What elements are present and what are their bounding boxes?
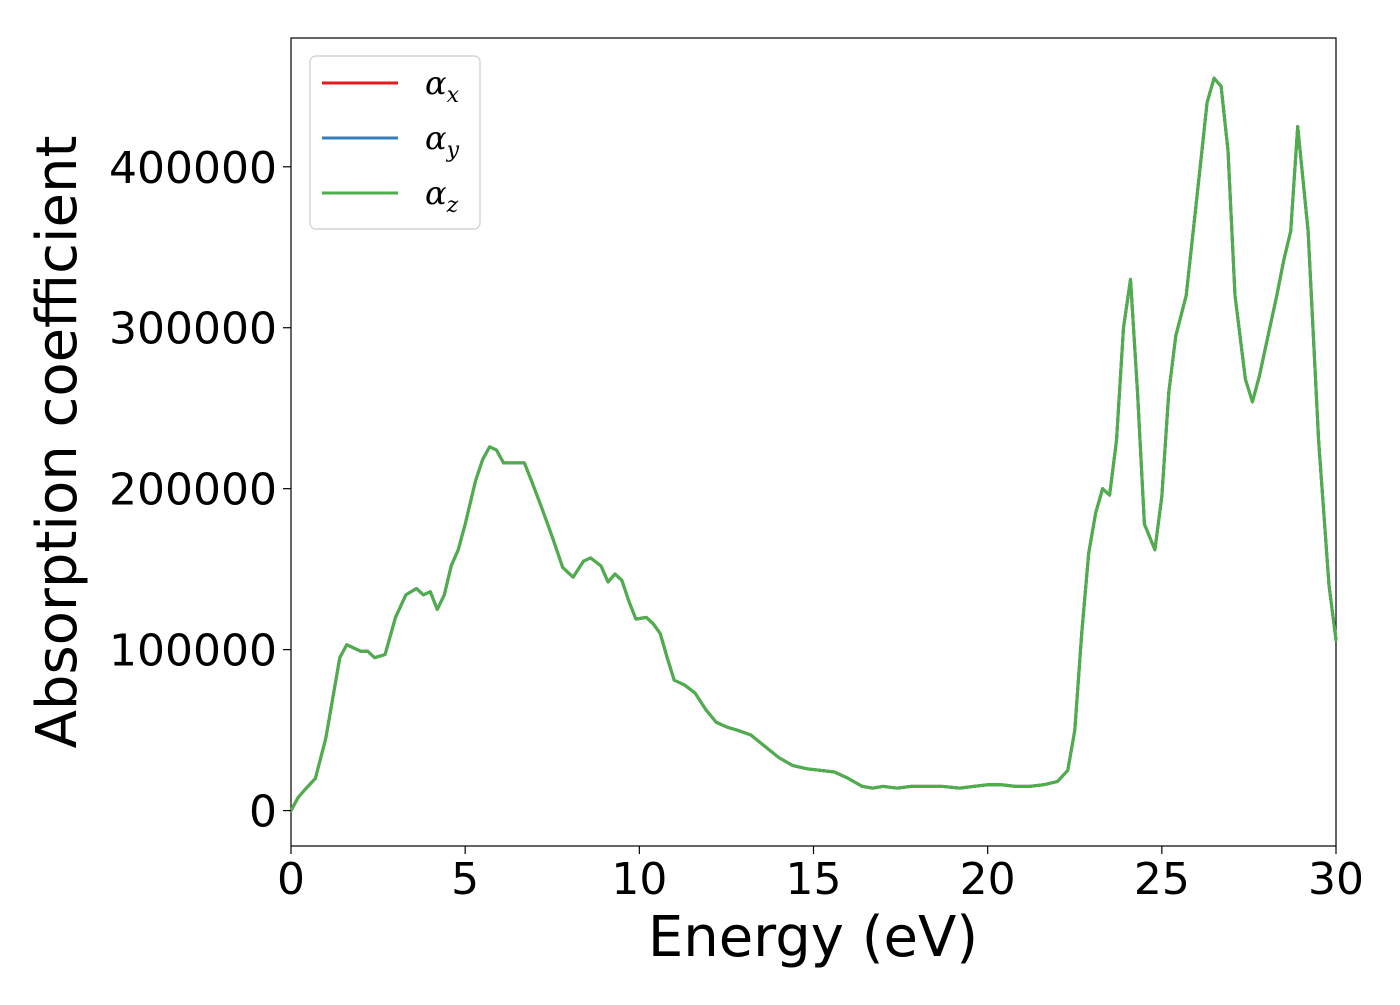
- legend: αx αy αz: [309, 55, 481, 230]
- legend-label-alpha-x: αx: [425, 64, 460, 108]
- legend-label-alpha-y: αy: [425, 119, 460, 163]
- x-tick-label: 10: [611, 854, 667, 905]
- series-line-alpha-z: [289, 76, 1338, 813]
- x-tick-label: 5: [451, 854, 479, 905]
- y-tick-label: 0: [249, 787, 277, 838]
- x-tick-label: 20: [960, 854, 1016, 905]
- x-tick-label: 25: [1134, 854, 1190, 905]
- x-axis-label: Energy (eV): [648, 905, 978, 970]
- legend-box: [309, 55, 481, 230]
- y-axis-ticks: 0 100000 200000 300000 400000: [109, 143, 291, 838]
- legend-label-alpha-z: αz: [425, 174, 459, 218]
- x-tick-label: 0: [277, 854, 305, 905]
- series-layer: [289, 76, 1338, 813]
- x-tick-label: 15: [786, 854, 842, 905]
- x-tick-label: 30: [1308, 854, 1364, 905]
- y-tick-label: 300000: [109, 304, 277, 355]
- y-axis-label: Absorption coefficient: [25, 136, 90, 749]
- y-tick-label: 400000: [109, 143, 277, 194]
- x-axis-ticks: 0 5 10 15 20 25 30: [277, 846, 1364, 905]
- y-tick-label: 100000: [109, 626, 277, 677]
- y-tick-label: 200000: [109, 465, 277, 516]
